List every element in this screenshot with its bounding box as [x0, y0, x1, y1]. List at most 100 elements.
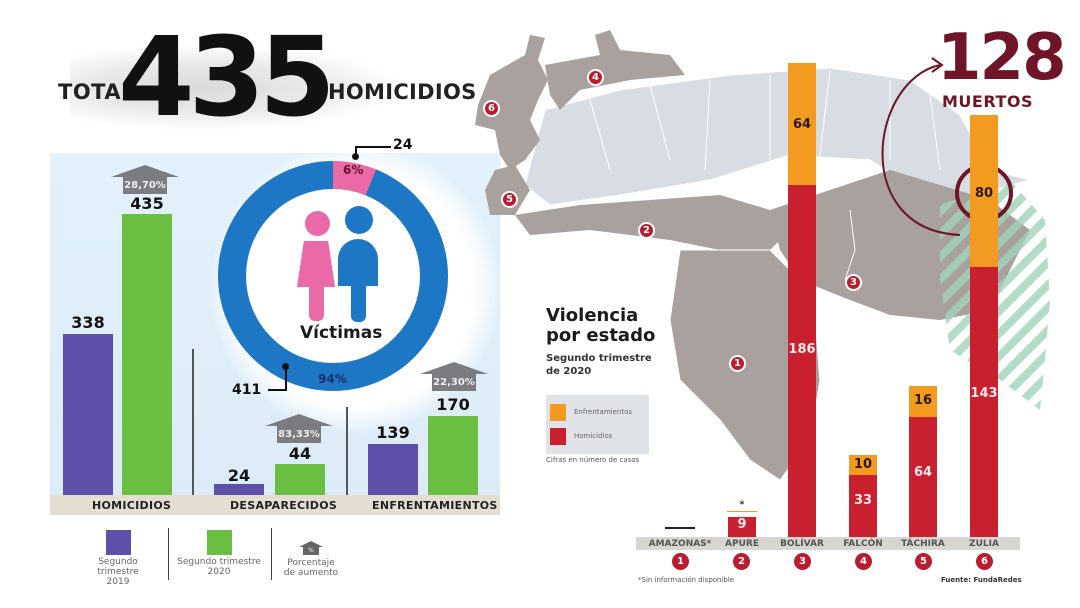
percent-house-icon: % — [299, 541, 323, 555]
value-enf-bolivar: 64 — [792, 117, 812, 132]
state-label-amazonas: AMAZONAS* — [648, 539, 712, 549]
state-label-bolivar: BOLÍVAR — [780, 539, 824, 549]
legend-label: de aumento — [283, 568, 339, 578]
header-map-silhouette — [70, 45, 400, 130]
legend-label: Homicidios — [574, 432, 613, 440]
category-label-desaparecidos: DESAPARECIDOS — [230, 499, 338, 512]
legend-label: Porcentaje — [287, 558, 335, 568]
map-badge-zulia: 6 — [483, 100, 500, 117]
value-2019-enfrentamientos: 139 — [376, 423, 410, 442]
state-label-tachira: TÁCHIRA — [901, 539, 945, 549]
donut-title: Víctimas — [300, 323, 383, 343]
increase-pct-homicidios: 28,70% — [123, 177, 167, 194]
increase-pct-desaparecidos: 83,33% — [277, 426, 321, 443]
legend-swatch-enfrentamientos — [550, 404, 566, 421]
state-label-falcon: FALCÓN — [843, 539, 883, 549]
value-hom-apure: 9 — [737, 517, 747, 532]
state-number-badge: 2 — [733, 553, 750, 570]
leader-line — [355, 146, 357, 156]
total-unit: HOMICIDIOS — [328, 80, 477, 104]
map-subtitle: Segundo trimestre de 2020 — [546, 352, 652, 378]
category-label-homicidios: HOMICIDIOS — [92, 499, 172, 512]
map-subtitle-line: Segundo trimestre — [546, 353, 652, 364]
increase-pct-enfrentamientos: 22,30% — [432, 374, 476, 391]
map-title-line: por estado — [546, 325, 656, 346]
bar-tachira — [909, 386, 937, 537]
legend-label: Segundo trimestre — [177, 557, 261, 567]
value-hom-tachira: 64 — [913, 465, 933, 480]
total-value: 435 — [118, 13, 336, 141]
legend-item-2019: Segundo trimestre 2019 — [78, 530, 158, 587]
legend-item-2020: Segundo trimestre 2020 — [176, 530, 262, 577]
total-label: TOTAL — [58, 80, 136, 104]
segment-enf-falcon — [849, 455, 877, 475]
legend-label: 2020 — [207, 567, 231, 577]
legend-label: Segundo trimestre — [97, 557, 139, 577]
state-label-apure: APURE — [725, 539, 759, 549]
map-badge-amazonas: 1 — [729, 355, 746, 372]
legend-label: 2019 — [106, 577, 130, 587]
women-percentage: 6% — [343, 163, 364, 177]
apure-no-data-mark — [727, 511, 757, 512]
map-title-line: Violencia — [546, 305, 639, 326]
legend-divider — [168, 528, 169, 580]
state-number-badge: 1 — [672, 553, 689, 570]
state-number-badge: 6 — [976, 553, 993, 570]
increase-arrow-icon: 83,33% — [265, 414, 333, 444]
value-hom-zulia: 143 — [970, 386, 998, 401]
source-credit: Fuente: FundaRedes — [941, 576, 1022, 584]
map-badge-bolivar: 3 — [845, 274, 862, 291]
value-2020-enfrentamientos: 170 — [436, 395, 470, 414]
bar-bolivar — [788, 63, 816, 537]
legend-label: Enfrentamientos — [574, 408, 633, 416]
group-divider — [346, 407, 348, 495]
state-number-badge: 5 — [915, 553, 932, 570]
headline: TOTAL 435 HOMICIDIOS — [0, 0, 476, 141]
legend-item-homicidios: Homicidios — [550, 428, 646, 448]
highlight-label: MUERTOS — [942, 92, 1033, 111]
legend-divider — [271, 528, 272, 580]
legend-swatch-homicidios — [550, 428, 566, 445]
value-2020-homicidios: 435 — [130, 194, 164, 213]
leader-dot — [352, 153, 359, 160]
bar-2020-homicidios — [122, 214, 172, 495]
value-enf-tachira: 16 — [913, 393, 933, 408]
state-number-badge: 3 — [794, 553, 811, 570]
bar-2020-enfrentamientos — [428, 416, 478, 495]
women-count: 24 — [393, 137, 413, 153]
group-divider — [192, 349, 194, 495]
leader-line — [285, 366, 287, 390]
value-enf-apure: * — [739, 500, 745, 510]
state-axis — [636, 537, 1020, 550]
segment-hom-falcon — [849, 475, 877, 537]
footnote: *Sin información disponible — [638, 576, 735, 584]
value-2020-desaparecidos: 44 — [288, 444, 312, 463]
map-badge-tachira: 5 — [501, 191, 518, 208]
bar-2020-desaparecidos — [275, 464, 325, 495]
bar-falcon — [849, 455, 877, 537]
amazonas-no-data-line — [665, 527, 695, 529]
leader-line — [355, 146, 391, 148]
map-badge-apure: 2 — [638, 222, 655, 239]
legend-swatch-2020 — [206, 530, 232, 555]
segment-hom-zulia — [970, 267, 998, 537]
segment-hom-tachira — [909, 417, 937, 537]
increase-arrow-icon: 28,70% — [111, 165, 179, 195]
segment-enf-tachira — [909, 386, 937, 417]
segment-enf-bolivar — [788, 63, 816, 185]
map-legend: Enfrentamientos Homicidios — [546, 395, 649, 454]
map-subtitle-line: de 2020 — [546, 366, 592, 377]
legend-item-enfrentamientos: Enfrentamientos — [550, 404, 646, 424]
value-enf-falcon: 10 — [853, 457, 873, 472]
value-hom-bolivar: 186 — [788, 342, 816, 357]
legend-swatch-2019 — [105, 530, 131, 555]
value-2019-desaparecidos: 24 — [227, 466, 251, 485]
increase-arrow-icon: 22,30% — [420, 362, 488, 392]
category-axis: HOMICIDIOS DESAPARECIDOS ENFRENTAMIENTOS — [50, 495, 500, 515]
value-2019-homicidios: 338 — [71, 313, 105, 332]
legend-note: Cifras en número de casos — [546, 456, 640, 464]
segment-enf-zulia — [970, 115, 998, 267]
state-number-badge: 4 — [855, 553, 872, 570]
bar-2019-enfrentamientos — [368, 444, 418, 495]
bar-2019-desaparecidos — [214, 484, 264, 495]
